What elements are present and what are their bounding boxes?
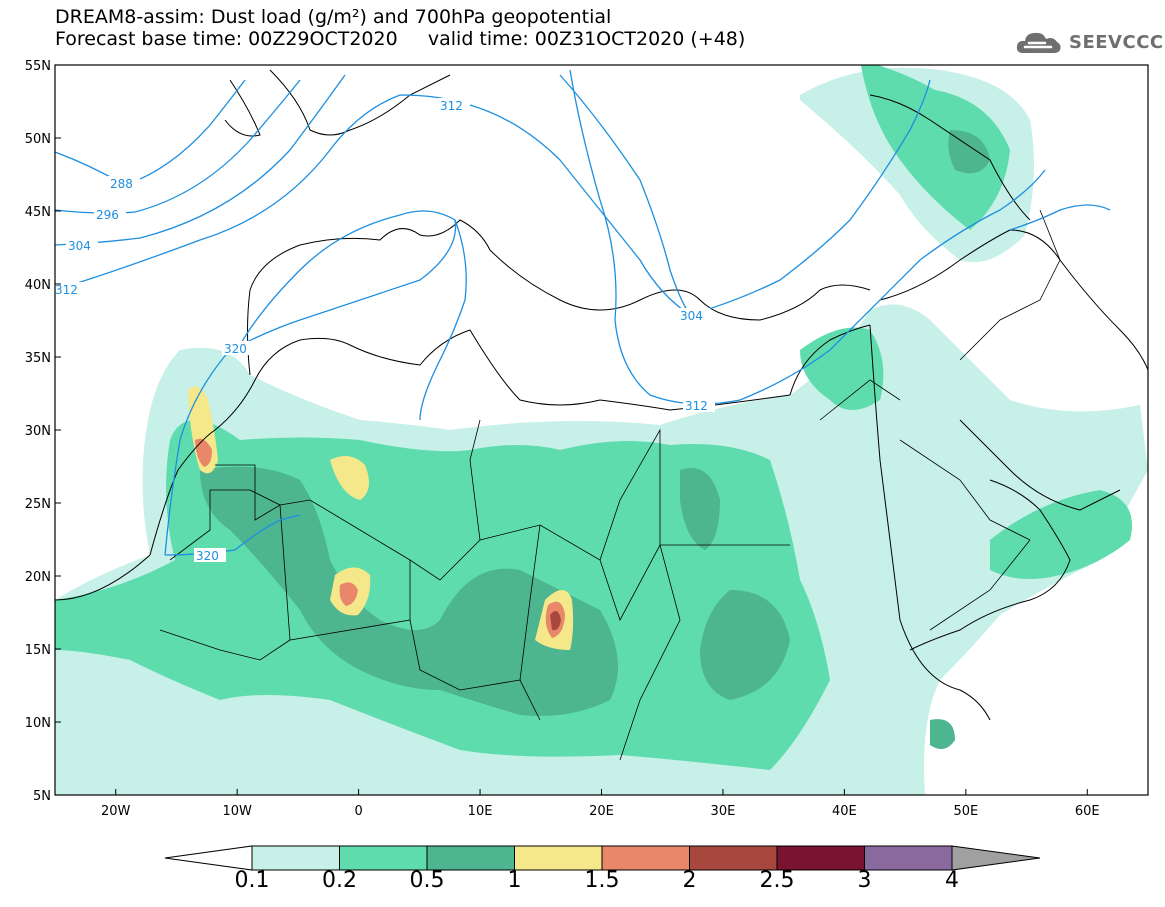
colorbar-level-label: 3	[857, 868, 872, 893]
lat-label: 5N	[33, 789, 51, 804]
lat-label: 45N	[25, 205, 51, 220]
dust-level-0.5-east	[680, 130, 990, 749]
colorbar	[164, 845, 1041, 871]
coastlines	[55, 69, 1148, 721]
lat-label: 10N	[25, 716, 51, 731]
lat-label: 40N	[25, 278, 51, 293]
axis-ticks	[55, 64, 1088, 796]
lon-label: 10W	[222, 804, 252, 819]
lon-label: 20W	[101, 804, 131, 819]
lat-label: 30N	[25, 424, 51, 439]
contour-label-288: 288	[110, 177, 133, 191]
lon-label: 50E	[953, 804, 978, 819]
colorbar-level-label: 2.5	[759, 868, 795, 893]
lat-label: 20N	[25, 570, 51, 585]
latitude-labels: 55N 50N 45N 40N 35N 30N 25N 20N 15N 10N 5N	[25, 59, 51, 804]
lon-label: 60E	[1075, 804, 1100, 819]
dust-level-0.5	[200, 466, 618, 716]
lat-label: 35N	[25, 351, 51, 366]
dust-level-2	[550, 611, 561, 631]
lat-label: 50N	[25, 132, 51, 147]
colorbar-box	[426, 845, 515, 871]
lon-label: 40E	[832, 804, 857, 819]
colorbar-box	[864, 845, 953, 871]
lon-label: 10E	[468, 804, 493, 819]
colorbar-level-label: 0.2	[322, 868, 357, 893]
contour-label-304-east: 304	[680, 309, 703, 323]
colorbar-level-label: 4	[945, 868, 959, 893]
colorbar-box	[601, 845, 690, 871]
contour-label-304: 304	[68, 239, 91, 253]
cloud-logo-icon	[1016, 32, 1061, 53]
colorbar-box	[776, 845, 865, 871]
contour-label-312-north: 312	[440, 99, 463, 113]
colorbar-level-label: 0.1	[234, 868, 270, 893]
logo-text: SEEVCCC	[1069, 31, 1164, 53]
colorbar-level-label: 1.5	[584, 868, 620, 893]
colorbar-under-arrow	[164, 845, 253, 871]
seevccc-logo: SEEVCCC	[1015, 26, 1164, 58]
contour-label-320-south: 320	[196, 549, 219, 563]
country-borders	[159, 209, 1061, 761]
forecast-times: Forecast base time: 00Z29OCT2020 valid t…	[55, 28, 746, 50]
contour-label-296: 296	[96, 208, 119, 222]
colorbar-level-label: 0.5	[409, 868, 445, 893]
colorbar-box	[514, 845, 603, 871]
contour-labels: 288 296 304 312 320 304 312 312 320	[55, 98, 715, 563]
lon-label: 30E	[711, 804, 736, 819]
lat-label: 55N	[25, 59, 51, 74]
colorbar-level-label: 1	[507, 868, 522, 893]
contour-label-312-east: 312	[685, 399, 708, 413]
lon-label: 0	[354, 804, 362, 819]
lat-label: 15N	[25, 643, 51, 658]
colorbar-box	[339, 845, 428, 871]
longitude-labels: 20W 10W 0 10E 20E 30E 40E 50E 60E	[101, 804, 1100, 819]
colorbar-box	[689, 845, 778, 871]
colorbar-level-label: 2	[682, 868, 697, 893]
dust-shading	[55, 65, 1148, 795]
colorbar-over-arrow	[951, 845, 1041, 871]
contour-label-320: 320	[224, 342, 247, 356]
colorbar-box	[251, 845, 340, 871]
lat-label: 25N	[25, 497, 51, 512]
lon-label: 20E	[589, 804, 614, 819]
contour-label-312: 312	[55, 283, 78, 297]
map-title: DREAM8-assim: Dust load (g/m²) and 700hP…	[55, 6, 612, 28]
